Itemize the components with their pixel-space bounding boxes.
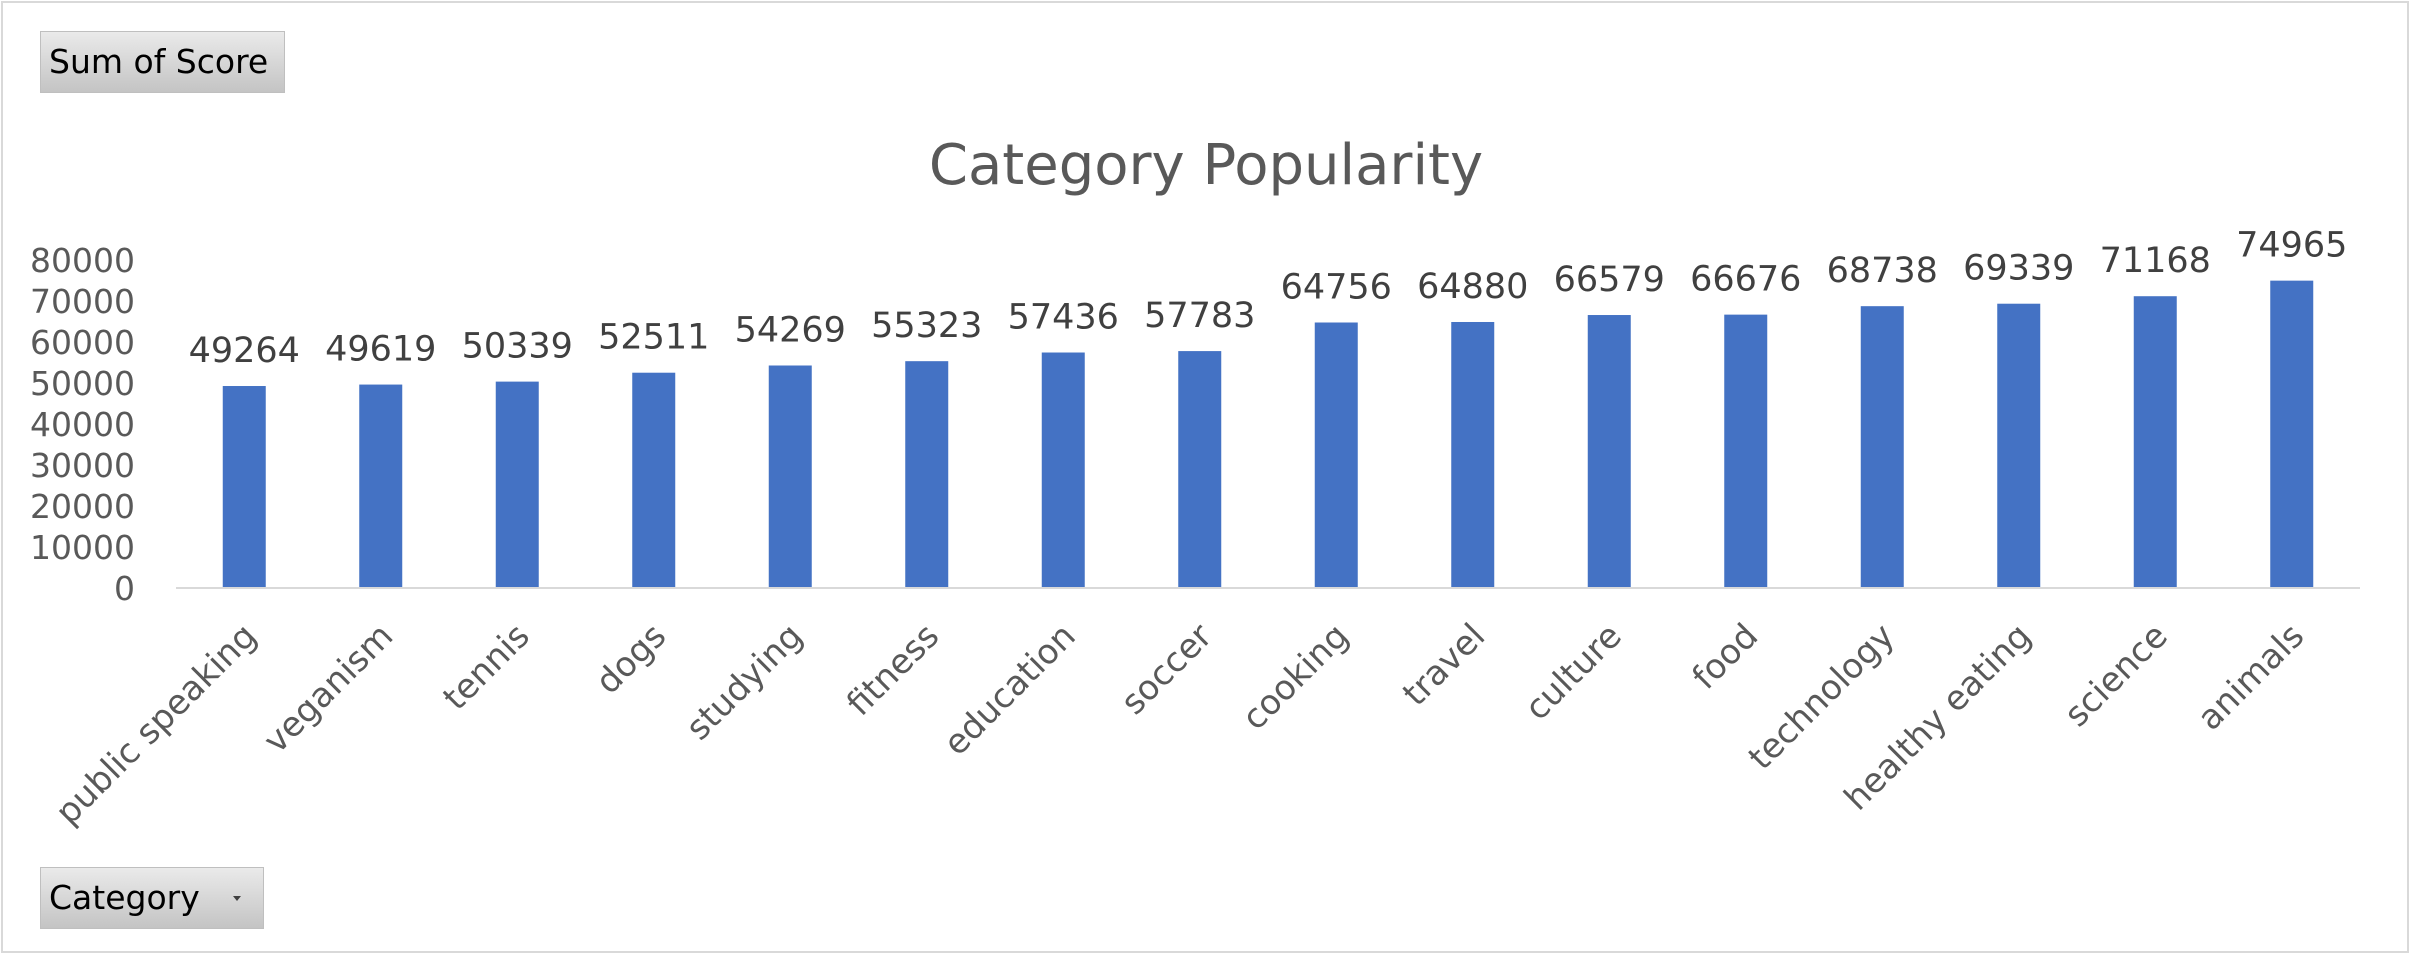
y-tick-label: 80000 [30, 241, 135, 280]
category-label: Category [49, 878, 200, 917]
bar-technology[interactable] [1860, 306, 1904, 588]
data-label: 54269 [735, 310, 846, 350]
data-label: 71168 [2100, 241, 2211, 281]
data-labels: 49264 49619 50339 52511 54269 55323 57436 57783… [189, 226, 2348, 371]
data-label: 57783 [1144, 296, 1255, 336]
bars [222, 280, 2314, 588]
y-tick-label: 20000 [30, 487, 135, 526]
x-tick-label: studying [678, 616, 810, 748]
x-tick-label: culture [1517, 616, 1629, 728]
x-tick-label: tennis [435, 616, 537, 718]
bar-soccer[interactable] [1178, 351, 1222, 588]
category-field-button[interactable]: Category [40, 867, 264, 929]
bar-education[interactable] [1041, 352, 1085, 588]
x-tick-label: veganism [256, 616, 401, 761]
data-label: 55323 [871, 306, 982, 346]
x-tick-label: cooking [1235, 616, 1357, 738]
data-label: 64756 [1281, 268, 1392, 308]
bar-tennis[interactable] [495, 381, 539, 588]
bar-food[interactable] [1724, 314, 1768, 588]
y-tick-label: 50000 [30, 364, 135, 403]
dropdown-arrow-icon[interactable] [233, 896, 241, 901]
sum-of-score-field-button[interactable]: Sum of Score [40, 31, 285, 93]
data-label: 57436 [1008, 298, 1119, 338]
x-tick-label: food [1685, 616, 1766, 697]
y-axis: 0100002000030000400005000060000700008000… [30, 241, 135, 608]
bar-culture[interactable] [1587, 315, 1631, 588]
bar-travel[interactable] [1451, 321, 1495, 588]
bar-veganism[interactable] [359, 384, 403, 588]
bar-studying[interactable] [768, 365, 812, 588]
data-label: 66579 [1554, 260, 1665, 300]
x-tick-label: soccer [1113, 616, 1220, 723]
x-tick-label: science [2057, 616, 2176, 735]
bar-fitness[interactable] [905, 361, 949, 588]
y-tick-label: 60000 [30, 323, 135, 362]
x-tick-label: animals [2190, 616, 2312, 738]
data-label: 49619 [325, 330, 436, 370]
data-label: 49264 [189, 331, 300, 371]
bar-science[interactable] [2133, 296, 2177, 588]
bar-cooking[interactable] [1314, 322, 1358, 588]
data-label: 66676 [1690, 260, 1801, 300]
x-tick-label: education [936, 616, 1084, 764]
chart-title: Category Popularity [929, 133, 1483, 198]
data-label: 50339 [462, 327, 573, 367]
data-label: 64880 [1417, 267, 1528, 307]
data-label: 69339 [1963, 249, 2074, 289]
x-tick-label: public speaking [48, 616, 265, 833]
y-tick-label: 30000 [30, 446, 135, 485]
y-tick-label: 0 [114, 569, 135, 608]
bar-healthy-eating[interactable] [1997, 303, 2041, 588]
bar-animals[interactable] [2270, 280, 2314, 588]
x-tick-label: fitness [839, 616, 947, 724]
bar-dogs[interactable] [632, 372, 676, 588]
x-tick-label: dogs [588, 616, 674, 702]
data-label: 52511 [598, 318, 709, 358]
y-tick-label: 10000 [30, 528, 135, 567]
y-tick-label: 70000 [30, 282, 135, 321]
y-tick-label: 40000 [30, 405, 135, 444]
bar-public-speaking[interactable] [222, 386, 266, 588]
data-label: 74965 [2236, 226, 2347, 266]
sum-of-score-label: Sum of Score [49, 42, 269, 81]
data-label: 68738 [1827, 251, 1938, 291]
x-tick-label: travel [1395, 616, 1493, 714]
